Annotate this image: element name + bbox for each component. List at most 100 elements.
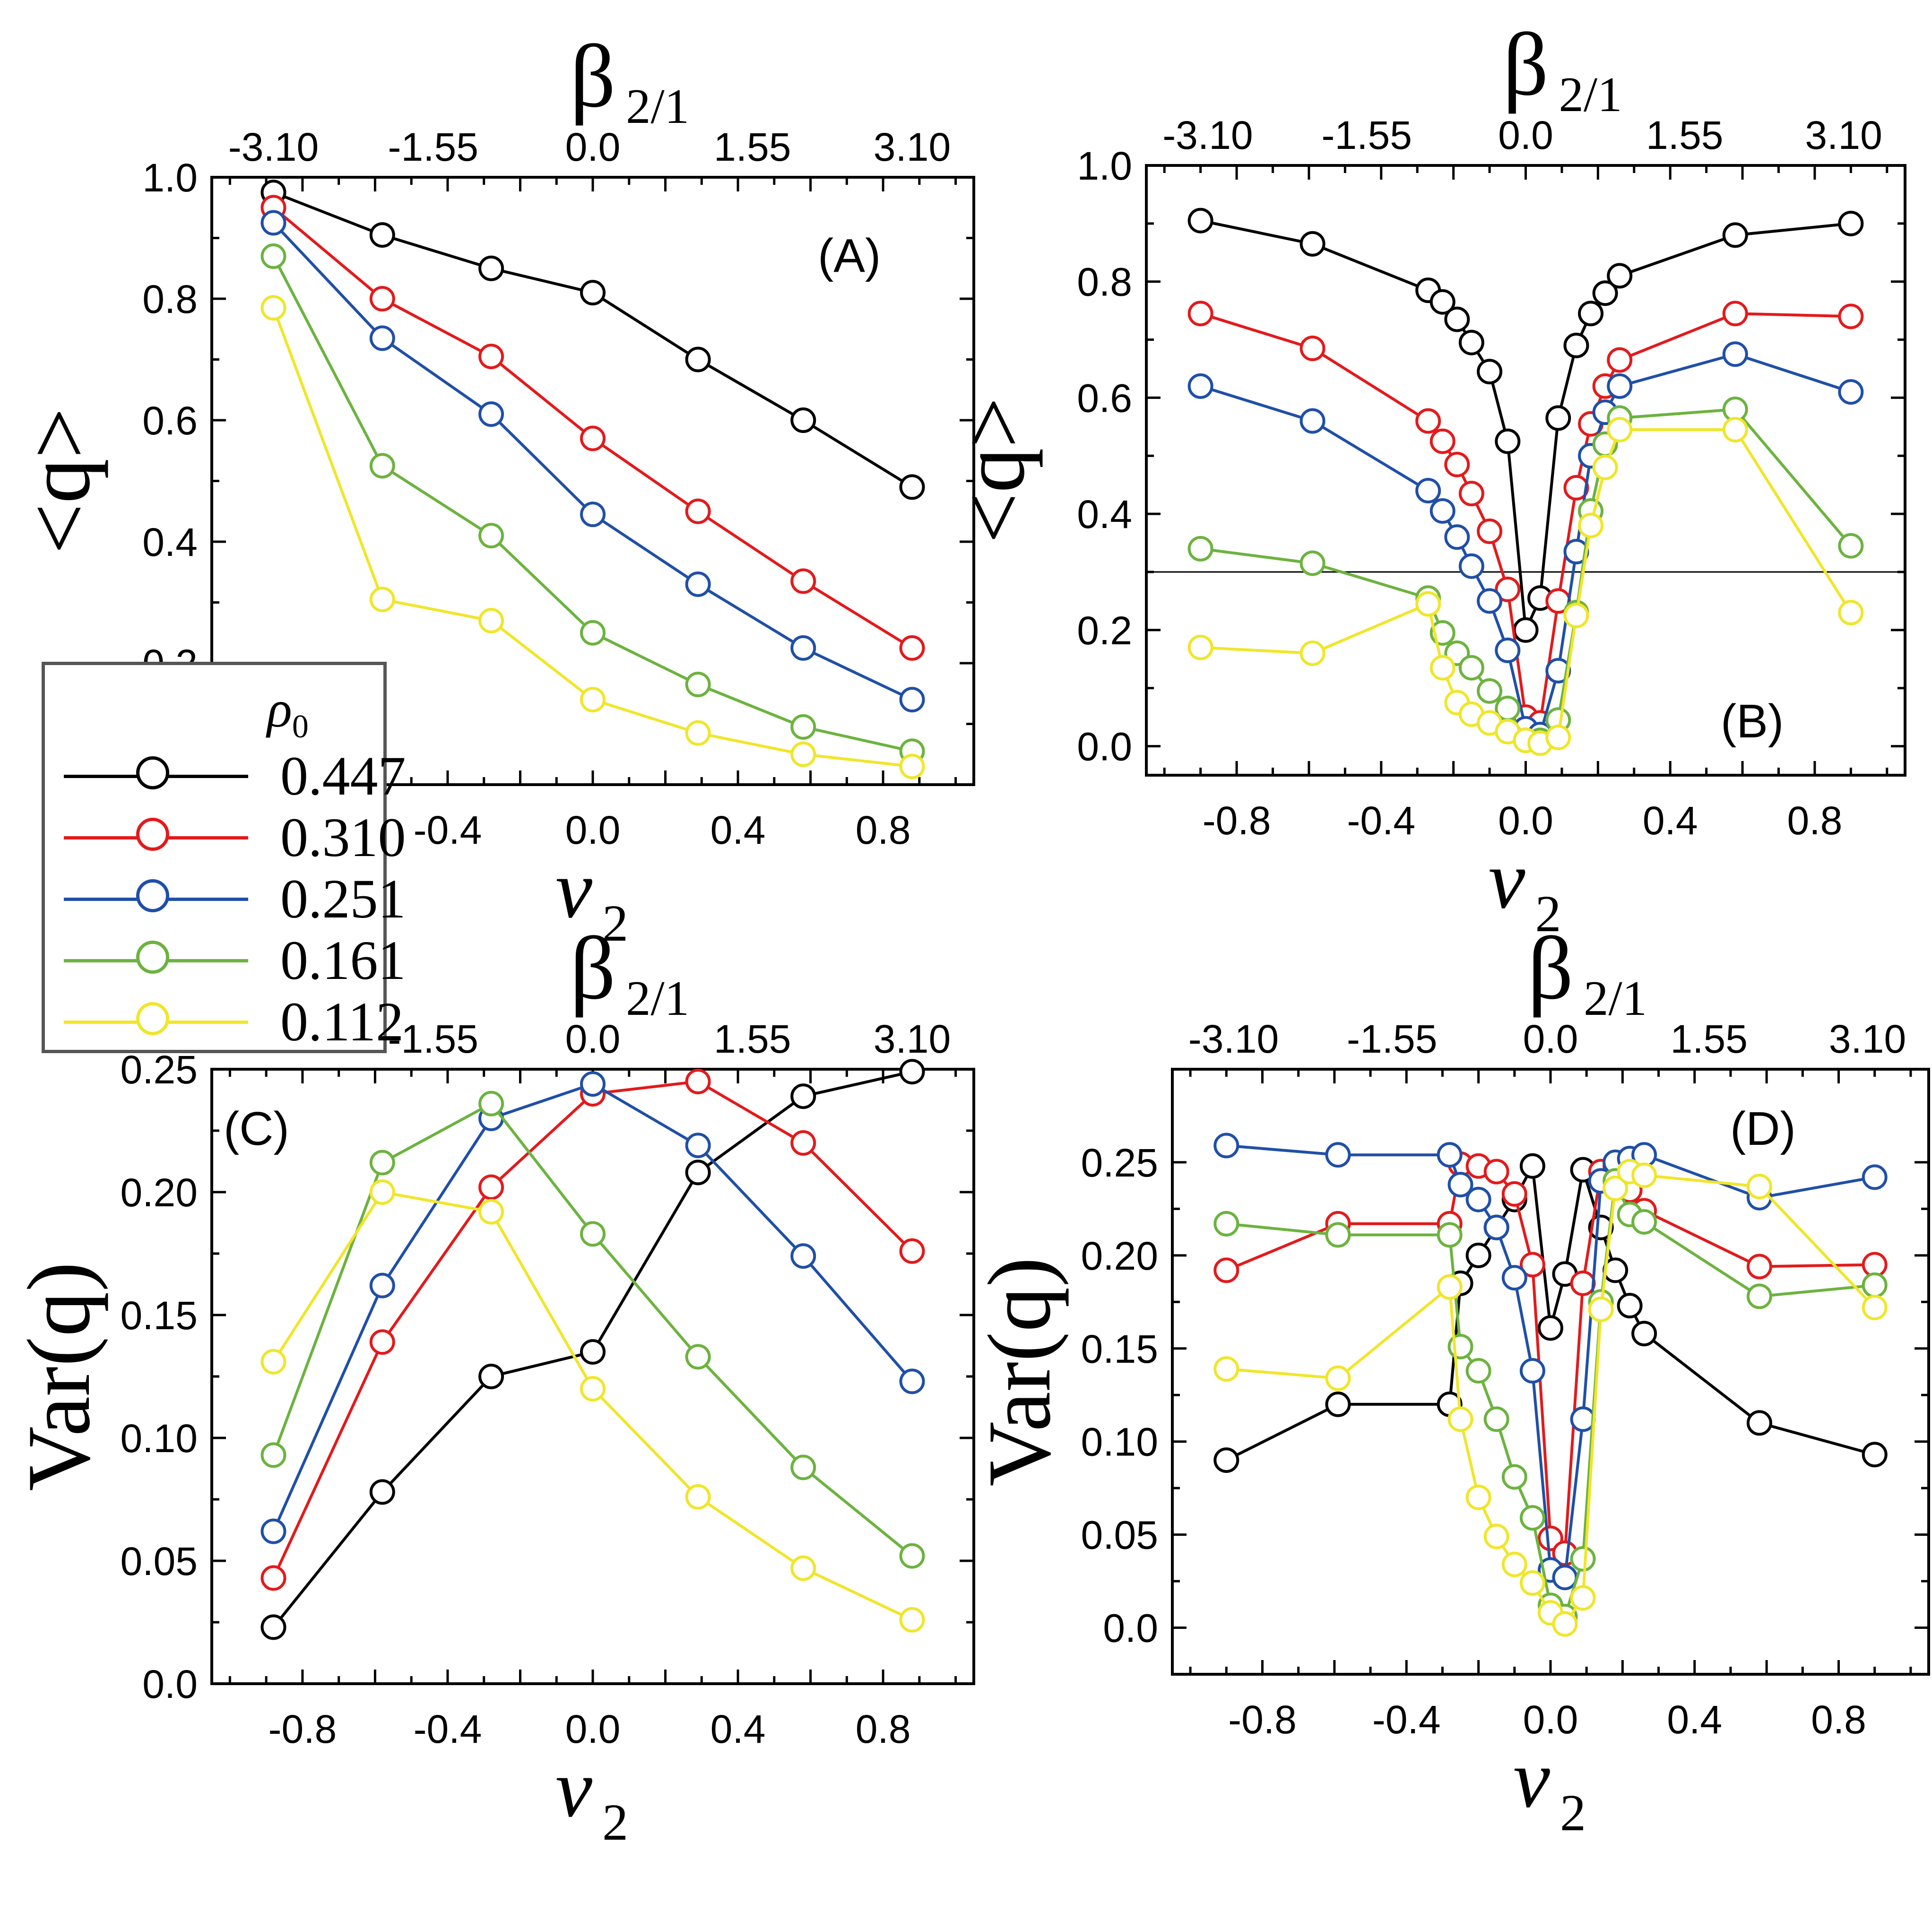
data-point — [1603, 1176, 1629, 1202]
data-point — [1300, 231, 1326, 257]
data-point — [369, 1179, 395, 1205]
y-tick-label: 0.20 — [1081, 1234, 1159, 1278]
data-point — [1746, 1174, 1772, 1200]
x-tick-label: 0.0 — [1523, 1697, 1578, 1742]
data-point — [580, 1376, 606, 1402]
data-point — [899, 1607, 925, 1633]
x-axis-label-sub: 2 — [1535, 885, 1561, 943]
data-point — [580, 425, 606, 451]
data-point — [1545, 658, 1571, 684]
data-point — [685, 346, 711, 372]
data-point — [369, 325, 395, 351]
data-point — [1213, 1133, 1239, 1159]
plot-frame — [1145, 164, 1906, 777]
data-point — [1501, 1464, 1527, 1490]
data-point — [790, 635, 816, 661]
legend-entry-0161: 0.161 — [64, 930, 406, 991]
series-line — [1226, 1144, 1875, 1580]
data-point — [1862, 1164, 1888, 1190]
data-point — [369, 1272, 395, 1298]
legend-marker — [136, 1002, 169, 1035]
data-point — [1722, 417, 1748, 442]
data-point — [260, 295, 286, 321]
data-point — [899, 687, 925, 713]
data-point — [260, 1565, 286, 1591]
data-point — [1588, 1214, 1614, 1240]
data-point — [369, 1329, 395, 1355]
y-tick-label: 1.0 — [142, 156, 198, 200]
top-tick-label: 0.0 — [565, 125, 621, 169]
series-0161 — [260, 1090, 925, 1569]
x-tick-label: 0.0 — [565, 1707, 621, 1751]
x-tick-label: 0.8 — [1811, 1697, 1866, 1742]
series-line — [1200, 312, 1851, 725]
panel-label: (A) — [818, 229, 881, 282]
data-point — [1213, 1211, 1239, 1237]
data-point — [790, 1555, 816, 1581]
series-line — [272, 1190, 913, 1621]
y-tick-label: 0.0 — [142, 1662, 198, 1706]
top-axis-label-sub: 2/1 — [1559, 67, 1622, 122]
data-point — [790, 407, 816, 433]
data-point — [1477, 588, 1503, 614]
y-tick-label: 0.4 — [1077, 492, 1132, 536]
x-tick-label: 0.8 — [856, 1707, 911, 1751]
data-point — [1631, 1209, 1657, 1235]
legend-label: 0.161 — [280, 929, 406, 991]
data-point — [899, 1368, 925, 1394]
x-axis-label-sub: 2 — [602, 894, 628, 952]
data-point — [580, 502, 606, 528]
x-tick-label: 0.4 — [710, 1707, 766, 1751]
data-point — [1519, 1153, 1545, 1179]
data-point — [580, 687, 606, 713]
data-point — [1862, 1442, 1888, 1468]
x-tick-label: 0.4 — [1667, 1697, 1722, 1742]
data-point — [1187, 634, 1213, 660]
data-point — [1430, 655, 1455, 681]
top-tick-label: 1.55 — [1670, 1017, 1748, 1061]
series-line — [272, 1101, 913, 1557]
data-point — [1838, 533, 1864, 559]
data-point — [1607, 347, 1633, 373]
data-point — [260, 243, 286, 269]
data-point — [1325, 1222, 1351, 1248]
x-tick-label: -0.8 — [1228, 1697, 1297, 1742]
data-point — [685, 1344, 711, 1370]
series-line — [1225, 1161, 1875, 1462]
data-point — [478, 523, 504, 549]
y-axis-label: <q> — [9, 408, 109, 554]
data-point — [685, 1133, 711, 1159]
panel-label: (B) — [1721, 695, 1784, 748]
data-point — [1501, 1551, 1527, 1577]
data-point — [478, 1174, 504, 1200]
panel-d: -0.8 -0.4 0.0 0.4 0.8 0.0 0.05 0.10 0.15 0.20 0.25… — [970, 919, 1930, 1842]
data-point — [1838, 303, 1864, 329]
data-point — [1187, 536, 1213, 562]
data-point — [1465, 1186, 1491, 1212]
data-point — [1300, 640, 1326, 666]
legend-label: 0.251 — [280, 868, 406, 930]
top-tick-label: -1.55 — [388, 125, 478, 169]
data-point — [478, 344, 504, 370]
top-tick-label: 1.55 — [714, 1017, 791, 1061]
data-point — [580, 280, 606, 306]
data-point — [1458, 655, 1484, 681]
legend-label: 0.447 — [280, 745, 406, 807]
top-tick-label: 3.10 — [1829, 1017, 1906, 1061]
data-point — [1415, 408, 1441, 434]
plot-frame — [1171, 1068, 1930, 1676]
data-point — [1325, 1365, 1351, 1391]
x-tick-label: -0.4 — [1372, 1697, 1441, 1742]
data-point — [260, 1442, 286, 1468]
y-tick-label: 0.6 — [142, 398, 198, 443]
data-point — [1607, 263, 1633, 289]
data-point — [1607, 373, 1633, 399]
y-tick-label: 1.0 — [1077, 144, 1132, 188]
data-point — [1213, 1356, 1239, 1382]
y-tick-label: 0.25 — [1081, 1141, 1159, 1185]
data-point — [1501, 1265, 1527, 1291]
data-point — [1437, 1222, 1463, 1248]
data-point — [1325, 1142, 1351, 1168]
y-axis-label: Var(q) — [970, 1257, 1069, 1486]
data-point — [685, 671, 711, 697]
